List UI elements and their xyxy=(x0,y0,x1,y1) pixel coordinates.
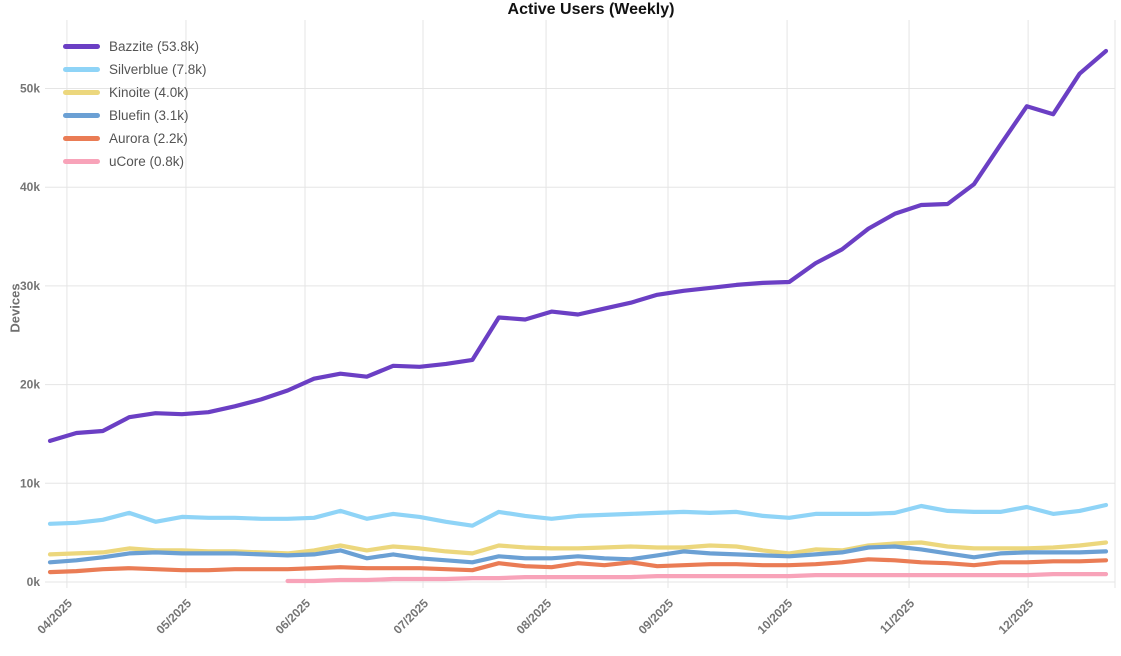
chart-title: Active Users (Weekly) xyxy=(507,1,675,18)
legend-item-ucore[interactable]: uCore (0.8k) xyxy=(63,150,207,173)
x-tick-label: 07/2025 xyxy=(391,596,432,637)
x-tick-label: 09/2025 xyxy=(636,596,677,637)
series-line-bazzite xyxy=(47,48,1109,443)
legend-swatch-icon xyxy=(63,159,100,164)
legend-item-aurora[interactable]: Aurora (2.2k) xyxy=(63,127,207,150)
legend-label: Aurora (2.2k) xyxy=(109,131,188,146)
x-tick-label: 05/2025 xyxy=(154,596,195,637)
legend-label: Bluefin (3.1k) xyxy=(109,108,189,123)
legend-item-kinoite[interactable]: Kinoite (4.0k) xyxy=(63,81,207,104)
x-gridlines xyxy=(66,20,1116,588)
series-line-aurora xyxy=(47,557,1109,575)
legend-label: Kinoite (4.0k) xyxy=(109,85,189,100)
legend-label: Silverblue (7.8k) xyxy=(109,62,207,77)
chart-legend: Bazzite (53.8k) Silverblue (7.8k) Kinoite … xyxy=(63,35,207,173)
series-line-bluefin xyxy=(47,544,1109,565)
series-lines xyxy=(47,48,1109,584)
legend-swatch-icon xyxy=(63,90,100,95)
y-tick-label: 50k xyxy=(20,82,40,96)
legend-item-silverblue[interactable]: Silverblue (7.8k) xyxy=(63,58,207,81)
legend-swatch-icon xyxy=(63,113,100,118)
x-tick-labels: 04/2025 05/2025 06/2025 07/2025 08/2025 09/20… xyxy=(34,596,1036,637)
x-tick-label: 06/2025 xyxy=(273,596,314,637)
legend-item-bluefin[interactable]: Bluefin (3.1k) xyxy=(63,104,207,127)
legend-label: Bazzite (53.8k) xyxy=(109,39,200,54)
y-tick-label: 40k xyxy=(20,180,40,194)
x-tick-label: 12/2025 xyxy=(996,596,1037,637)
x-tick-label: 08/2025 xyxy=(514,596,555,637)
legend-swatch-icon xyxy=(63,67,100,72)
x-tick-label: 10/2025 xyxy=(755,596,796,637)
legend-swatch-icon xyxy=(63,44,100,49)
y-tick-label: 20k xyxy=(20,378,40,392)
legend-item-bazzite[interactable]: Bazzite (53.8k) xyxy=(63,35,207,58)
x-tick-label: 04/2025 xyxy=(34,596,75,637)
y-tick-label: 30k xyxy=(20,279,40,293)
y-tick-label: 10k xyxy=(20,476,40,490)
y-tick-label: 0k xyxy=(27,575,41,589)
series-line-ucore xyxy=(285,571,1109,584)
y-gridlines xyxy=(45,88,1115,583)
y-tick-labels: 0k 10k 20k 30k 40k 50k xyxy=(20,82,40,590)
legend-swatch-icon xyxy=(63,136,100,141)
x-tick-label: 11/2025 xyxy=(877,596,917,636)
series-line-silverblue xyxy=(47,502,1109,528)
legend-label: uCore (0.8k) xyxy=(109,154,185,169)
